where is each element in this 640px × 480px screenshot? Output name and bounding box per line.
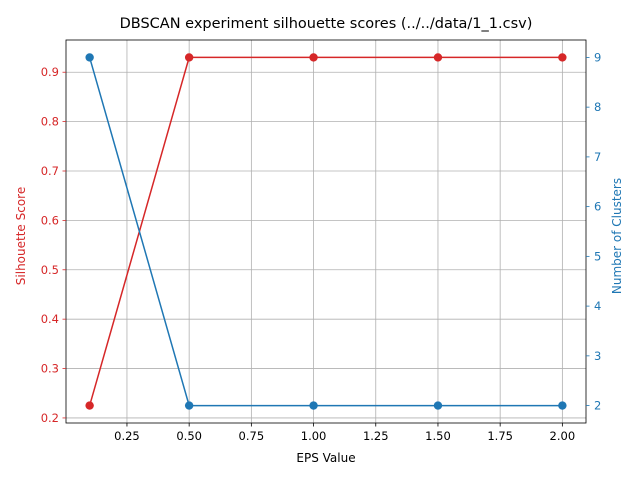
- y-left-tick-label: 0.4: [41, 312, 59, 326]
- series-point-left: [85, 401, 94, 410]
- x-tick-label: 2.00: [550, 429, 576, 443]
- x-tick-label: 1.25: [363, 429, 389, 443]
- y-left-tick-label: 0.2: [41, 411, 59, 425]
- series-point-left: [433, 53, 443, 62]
- y-left-tick-label: 0.6: [41, 213, 59, 227]
- series-point-right: [309, 401, 318, 410]
- series-point-right: [85, 53, 94, 62]
- y-right-tick-label: 3: [594, 349, 601, 363]
- x-tick-label: 1.75: [487, 429, 513, 443]
- plot-frame: [65, 39, 587, 424]
- series-layer: [85, 53, 567, 410]
- series-point-right: [184, 401, 194, 410]
- x-tick-label: 0.25: [114, 429, 140, 443]
- chart-title: DBSCAN experiment silhouette scores (../…: [120, 16, 533, 32]
- y-right-tick-label: 9: [594, 50, 601, 64]
- series-point-left: [558, 53, 567, 62]
- series-point-right: [558, 401, 567, 410]
- y-right-tick-label: 8: [594, 100, 601, 114]
- y-right-tick-label: 5: [594, 249, 601, 263]
- y-left-tick-label: 0.3: [41, 362, 59, 376]
- x-tick-label: 1.50: [425, 429, 451, 443]
- series-point-right: [433, 401, 443, 410]
- y-axis-right-label: Number of Clusters: [610, 178, 624, 294]
- y-left-tick-label: 0.8: [41, 115, 59, 129]
- grid: [66, 40, 586, 423]
- y-right-tick-label: 4: [594, 299, 601, 313]
- y-right-tick-label: 7: [594, 150, 601, 164]
- x-tick-label: 1.00: [301, 429, 327, 443]
- y-right-tick-label: 6: [594, 200, 601, 214]
- x-axis: 0.25 0.50 0.75 1.00 1.25 1.50 1.75 2.00: [114, 423, 575, 443]
- y-axis-left: 0.2 0.3 0.4 0.5 0.6 0.7 0.8 0.9: [41, 65, 66, 425]
- series-point-left: [309, 53, 318, 62]
- x-axis-label: EPS Value: [296, 451, 355, 465]
- series-point-left: [184, 53, 194, 62]
- y-axis-right: 2 3 4 5 6 7 8 9: [586, 50, 601, 413]
- y-right-tick-label: 2: [594, 399, 601, 413]
- y-left-tick-label: 0.5: [41, 263, 59, 277]
- x-tick-label: 0.75: [239, 429, 265, 443]
- x-tick-label: 0.50: [176, 429, 202, 443]
- y-left-tick-label: 0.7: [41, 164, 59, 178]
- y-axis-left-label: Silhouette Score: [14, 187, 28, 285]
- y-left-tick-label: 0.9: [41, 65, 59, 79]
